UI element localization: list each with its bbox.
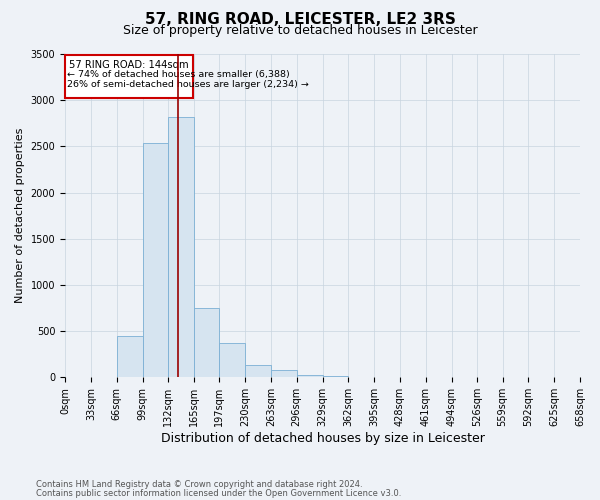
Bar xyxy=(65,55,193,98)
Bar xyxy=(116,336,143,378)
Y-axis label: Number of detached properties: Number of detached properties xyxy=(15,128,25,304)
Bar xyxy=(323,376,349,378)
X-axis label: Distribution of detached houses by size in Leicester: Distribution of detached houses by size … xyxy=(161,432,484,445)
Bar xyxy=(219,343,245,378)
Bar xyxy=(271,370,296,378)
Bar xyxy=(194,308,219,378)
Bar xyxy=(143,142,169,378)
Bar xyxy=(169,117,194,378)
Text: 26% of semi-detached houses are larger (2,234) →: 26% of semi-detached houses are larger (… xyxy=(67,80,309,89)
Text: 57, RING ROAD, LEICESTER, LE2 3RS: 57, RING ROAD, LEICESTER, LE2 3RS xyxy=(145,12,455,28)
Text: Size of property relative to detached houses in Leicester: Size of property relative to detached ho… xyxy=(122,24,478,37)
Bar xyxy=(296,374,323,378)
Text: Contains HM Land Registry data © Crown copyright and database right 2024.: Contains HM Land Registry data © Crown c… xyxy=(36,480,362,489)
Text: ← 74% of detached houses are smaller (6,388): ← 74% of detached houses are smaller (6,… xyxy=(67,70,290,78)
Text: Contains public sector information licensed under the Open Government Licence v3: Contains public sector information licen… xyxy=(36,489,401,498)
Text: 57 RING ROAD: 144sqm: 57 RING ROAD: 144sqm xyxy=(70,60,189,70)
Bar xyxy=(245,366,271,378)
